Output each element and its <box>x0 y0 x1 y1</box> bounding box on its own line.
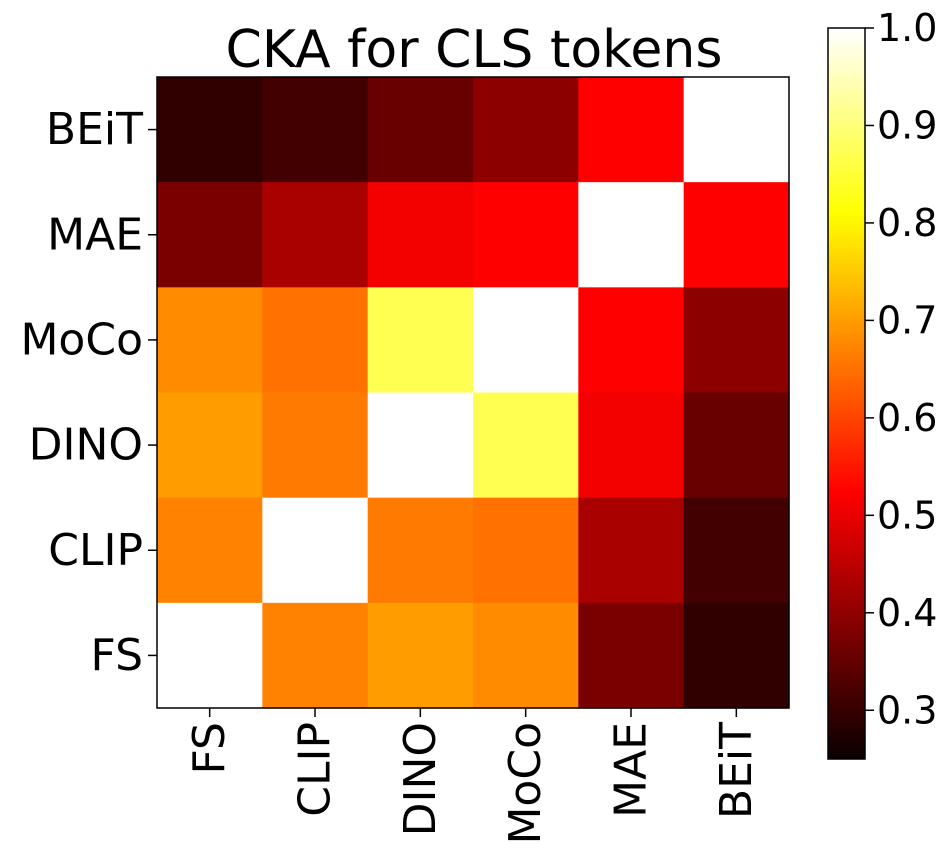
heatmap-cell <box>157 497 263 604</box>
y-tick-label: MAE <box>47 209 143 260</box>
heatmap-cell <box>578 392 685 499</box>
heatmap-cell <box>157 287 263 394</box>
colorbar-tick-label: 0.3 <box>877 688 937 732</box>
x-axis: FS CLIP DINO MoCo MAE BEiT <box>184 708 762 845</box>
heatmap-cell <box>262 392 369 499</box>
heatmap-cell <box>157 602 263 709</box>
heatmap-cells <box>157 77 790 709</box>
heatmap-cell <box>683 602 790 709</box>
x-tick-label: FS <box>184 722 235 774</box>
heatmap-cell <box>367 287 474 394</box>
colorbar-tick-label: 0.7 <box>877 298 937 342</box>
heatmap-cell <box>367 497 474 604</box>
heatmap-cell <box>683 182 790 288</box>
heatmap-cell <box>578 602 685 709</box>
colorbar-tick-label: 1.0 <box>877 6 937 50</box>
chart-title: CKA for CLS tokens <box>226 20 723 80</box>
heatmap-cell <box>367 182 474 288</box>
x-tick-label: CLIP <box>290 722 341 817</box>
heatmap-cell <box>578 287 685 394</box>
heatmap-cell <box>473 182 579 288</box>
colorbar <box>827 27 866 760</box>
heatmap-cell <box>157 392 263 499</box>
y-tick-label: CLIP <box>48 525 143 576</box>
heatmap-cell <box>367 602 474 709</box>
colorbar-tick-label: 0.4 <box>877 591 937 635</box>
heatmap-cell <box>473 287 579 394</box>
y-tick-label: MoCo <box>20 314 143 365</box>
y-tick-label: FS <box>91 630 143 681</box>
heatmap-cell <box>262 77 369 183</box>
heatmap-cell <box>473 392 579 499</box>
colorbar-axis: 0.3 0.4 0.5 0.6 0.7 0.8 0.9 1.0 <box>865 6 937 732</box>
heatmap-cell <box>262 182 369 288</box>
heatmap-cell <box>683 287 790 394</box>
y-tick-label: BEiT <box>46 104 143 155</box>
heatmap-cell <box>262 602 369 709</box>
heatmap-cell <box>262 497 369 604</box>
heatmap-cell <box>157 182 263 288</box>
plot-frame <box>156 76 790 709</box>
x-tick-label: BEiT <box>711 722 762 819</box>
x-tick-label: DINO <box>395 722 446 836</box>
colorbar-tick-label: 0.5 <box>877 493 937 537</box>
heatmap-cell <box>473 602 579 709</box>
x-tick-label: MoCo <box>500 722 551 845</box>
heatmap-cell <box>367 77 474 183</box>
heatmap-cell <box>578 182 685 288</box>
heatmap-cell <box>578 77 685 183</box>
heatmap-cell <box>473 77 579 183</box>
x-tick-label: MAE <box>606 722 657 818</box>
colorbar-tick-label: 0.6 <box>877 396 937 440</box>
heatmap-cell <box>578 497 685 604</box>
colorbar-tick-label: 0.8 <box>877 201 937 245</box>
heatmap-cell <box>683 497 790 604</box>
y-axis: BEiT MAE MoCo DINO CLIP FS <box>20 104 157 681</box>
heatmap-cell <box>683 77 790 183</box>
heatmap-cell <box>157 77 263 183</box>
y-tick-label: DINO <box>29 420 143 471</box>
heatmap-cell <box>367 392 474 499</box>
heatmap-cell <box>262 287 369 394</box>
colorbar-tick-label: 0.9 <box>877 103 937 147</box>
heatmap-cell <box>683 392 790 499</box>
heatmap-cell <box>473 497 579 604</box>
